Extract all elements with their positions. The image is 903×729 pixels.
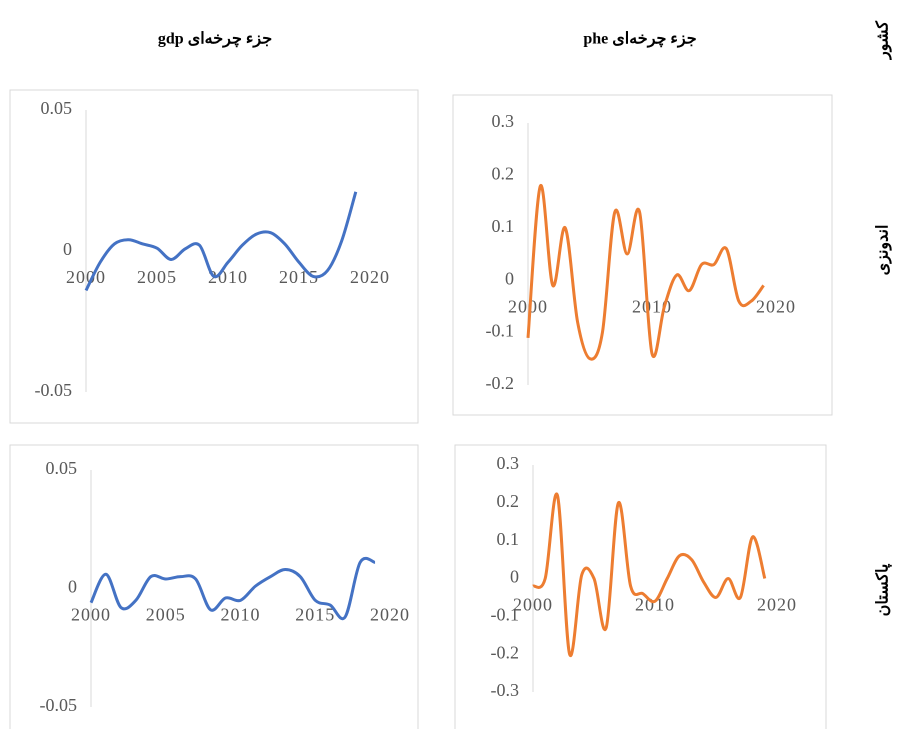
y-tick-label: -0.2 xyxy=(486,373,515,393)
y-tick-label: -0.3 xyxy=(491,680,520,700)
x-tick-label: 2015 xyxy=(295,605,335,625)
x-tick-label: 2010 xyxy=(208,267,248,287)
x-tick-label: 2005 xyxy=(146,605,186,625)
x-tick-label: 2010 xyxy=(632,296,672,316)
y-tick-label: -0.1 xyxy=(491,604,520,624)
x-tick-label: 2020 xyxy=(757,595,797,615)
y-tick-label: 0 xyxy=(505,268,514,288)
row-header: اندونزی xyxy=(875,225,893,276)
row-header: پاکستان xyxy=(875,563,893,616)
x-tick-label: 2005 xyxy=(137,267,177,287)
column-header: جزء چرخه‌ای gdp xyxy=(158,31,272,49)
x-tick-label: 2000 xyxy=(71,605,111,625)
data-line xyxy=(532,492,767,658)
column-header: جزء چرخه‌ای phe xyxy=(583,31,696,49)
y-tick-label: -0.05 xyxy=(35,380,73,400)
data-line xyxy=(89,556,376,621)
y-tick-label: 0.05 xyxy=(41,98,73,118)
column-header: کشور xyxy=(875,21,893,60)
x-tick-label: 2000 xyxy=(66,267,106,287)
y-tick-label: 0.1 xyxy=(497,529,520,549)
x-tick-label: 2000 xyxy=(508,296,548,316)
data-line xyxy=(526,184,765,361)
y-tick-label: 0 xyxy=(510,567,519,587)
x-tick-label: 2010 xyxy=(221,605,261,625)
y-tick-label: -0.05 xyxy=(40,695,78,715)
x-tick-label: 2020 xyxy=(350,267,390,287)
y-tick-label: 0.2 xyxy=(492,164,515,184)
chart-frame xyxy=(9,89,419,424)
chart-frame xyxy=(454,444,827,729)
y-tick-label: -0.2 xyxy=(491,642,520,662)
y-tick-label: 0.3 xyxy=(497,453,520,473)
chart-frame xyxy=(9,444,419,729)
y-tick-label: -0.1 xyxy=(486,321,515,341)
y-tick-label: 0.2 xyxy=(497,491,520,511)
y-tick-label: 0.3 xyxy=(492,111,515,131)
y-tick-label: 0.1 xyxy=(492,216,515,236)
x-tick-label: 2020 xyxy=(370,605,410,625)
y-tick-label: 0.05 xyxy=(46,458,78,478)
x-tick-label: 2010 xyxy=(635,595,675,615)
x-tick-label: 2020 xyxy=(756,296,796,316)
y-tick-label: 0 xyxy=(68,577,77,597)
x-tick-label: 2000 xyxy=(513,595,553,615)
data-line xyxy=(84,191,358,292)
y-tick-label: 0 xyxy=(63,239,72,259)
